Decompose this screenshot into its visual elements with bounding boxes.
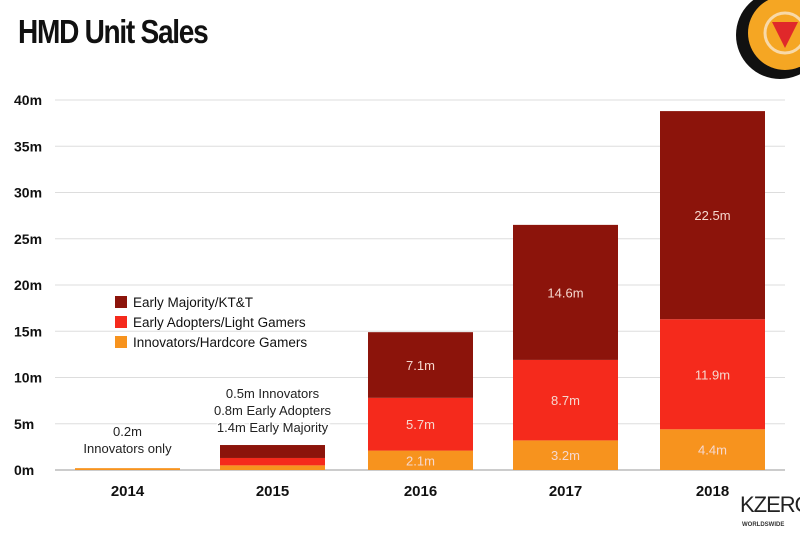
bar-segment bbox=[660, 111, 765, 320]
annotation: 1.4m Early Majority bbox=[217, 420, 329, 435]
y-tick-label: 25m bbox=[14, 231, 42, 247]
x-tick-label: 2018 bbox=[696, 483, 729, 500]
data-label: 14.6m bbox=[547, 285, 583, 300]
bar-segment bbox=[660, 429, 765, 470]
data-label: 2.1m bbox=[406, 453, 435, 468]
legend-swatch bbox=[115, 296, 127, 308]
data-label: 22.5m bbox=[694, 208, 730, 223]
chart-title: HMD Unit Sales bbox=[18, 13, 209, 50]
annotation: 0.8m Early Adopters bbox=[214, 403, 332, 418]
bar-segment bbox=[513, 440, 618, 470]
data-label: 3.2m bbox=[551, 448, 580, 463]
bar-segment bbox=[220, 445, 325, 458]
bar-segment bbox=[368, 397, 473, 451]
kzero-logo-sub: WORLDSWIDE bbox=[742, 522, 785, 528]
x-tick-label: 2014 bbox=[111, 483, 145, 500]
legend-label: Early Majority/KT&T bbox=[133, 295, 253, 310]
bar-segment bbox=[660, 319, 765, 430]
x-tick-label: 2017 bbox=[549, 483, 582, 500]
data-label: 7.1m bbox=[406, 358, 435, 373]
bar-segment bbox=[220, 465, 325, 470]
x-tick-label: 2015 bbox=[256, 483, 289, 500]
y-tick-label: 20m bbox=[14, 277, 42, 293]
data-label: 8.7m bbox=[551, 393, 580, 408]
annotation: Innovators only bbox=[83, 441, 172, 456]
x-tick-label: 2016 bbox=[404, 483, 437, 500]
bar-segment bbox=[513, 224, 618, 360]
y-tick-label: 0m bbox=[14, 462, 34, 478]
annotation: 0.5m Innovators bbox=[226, 386, 320, 401]
bar-segment bbox=[368, 450, 473, 470]
legend-swatch bbox=[115, 316, 127, 328]
bar-segment bbox=[513, 359, 618, 441]
y-tick-label: 5m bbox=[14, 416, 34, 432]
bar-segment bbox=[75, 468, 180, 470]
bar-segment bbox=[368, 332, 473, 398]
legend-swatch bbox=[115, 336, 127, 348]
kzero-logo: KZERO bbox=[740, 492, 800, 517]
legend-label: Innovators/Hardcore Gamers bbox=[133, 335, 307, 350]
y-tick-label: 15m bbox=[14, 323, 42, 339]
y-tick-label: 10m bbox=[14, 370, 42, 386]
y-tick-label: 30m bbox=[14, 185, 42, 201]
data-label: 11.9m bbox=[695, 367, 730, 382]
data-label: 5.7m bbox=[406, 417, 435, 432]
data-label: 4.4m bbox=[698, 443, 727, 458]
y-tick-label: 35m bbox=[14, 138, 42, 154]
logo-emblem bbox=[736, 0, 800, 79]
legend-label: Early Adopters/Light Gamers bbox=[133, 315, 306, 330]
y-tick-label: 40m bbox=[14, 92, 42, 108]
annotation: 0.2m bbox=[113, 424, 142, 439]
bar-segment bbox=[220, 457, 325, 466]
